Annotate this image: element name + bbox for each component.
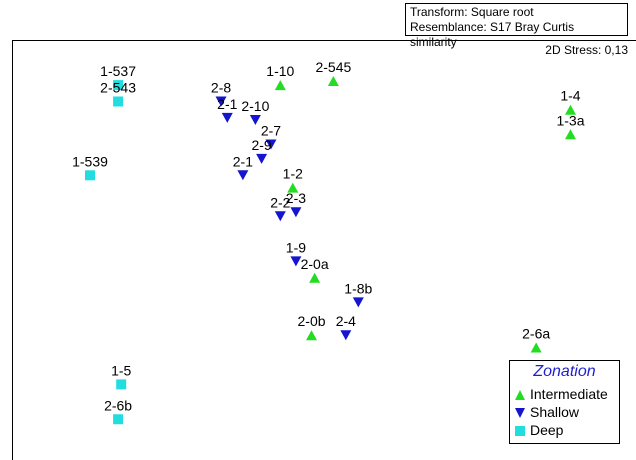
point-marker-triangle-down: [265, 139, 277, 150]
point-marker-square: [85, 170, 95, 181]
square-icon: [515, 426, 525, 437]
point-label: 1-3a: [556, 112, 584, 128]
point-label: 2-6a: [522, 326, 550, 342]
resemblance-text: Resemblance: S17 Bray Curtis similarity: [410, 20, 575, 49]
point-label: 1-537: [100, 63, 136, 79]
point-label: 2-0b: [298, 313, 326, 329]
point-marker-triangle-down: [340, 330, 352, 341]
point-label: 1-4: [560, 88, 580, 104]
point-marker-square: [113, 80, 124, 91]
legend-title: Zonation: [533, 363, 596, 380]
triangle-up-icon: [515, 390, 525, 401]
point-marker-triangle-up: [287, 182, 299, 193]
point-marker-triangle-down: [290, 207, 302, 218]
point-marker-triangle-down: [215, 96, 227, 107]
point-marker-triangle-up: [274, 80, 286, 91]
point-marker-triangle-down: [274, 211, 286, 222]
point-marker-triangle-down: [256, 153, 268, 164]
point-label: 2-4: [336, 313, 356, 329]
point-label: 2-1: [217, 96, 237, 112]
point-label: 2-10: [241, 98, 269, 114]
point-label: 2-543: [100, 80, 136, 96]
legend-label-shallow: Shallow: [530, 404, 580, 420]
point-marker-triangle-up: [530, 342, 542, 353]
triangle-down-icon: [515, 408, 525, 419]
point-marker-triangle-down: [221, 112, 233, 123]
legend-item-shallow: Shallow: [514, 403, 579, 421]
legend-item-deep: Deep: [514, 421, 563, 439]
point-marker-triangle-down: [249, 114, 261, 125]
point-label: 1-9: [286, 239, 306, 255]
point-label: 1-539: [72, 153, 108, 169]
point-marker-square: [116, 379, 127, 390]
point-marker-triangle-up: [306, 330, 318, 341]
point-label: 1-2: [283, 166, 303, 182]
transform-text: Transform: Square root: [410, 5, 534, 19]
point-label: 2-1: [233, 153, 253, 169]
point-label: 2-7: [261, 123, 281, 139]
point-marker-square: [113, 96, 124, 107]
point-marker-triangle-down: [237, 170, 249, 181]
point-label: 2-2: [270, 194, 290, 210]
legend-label-deep: Deep: [530, 422, 564, 438]
legend-label-intermediate: Intermediate: [530, 386, 608, 402]
point-label: 1-8b: [344, 280, 372, 296]
legend-item-intermediate: Intermediate: [514, 385, 608, 403]
plot-frame: [12, 40, 636, 460]
point-marker-triangle-up: [327, 76, 339, 86]
info-box: Transform: Square root Resemblance: S17 …: [405, 3, 628, 49]
point-label: 2-9: [251, 137, 271, 153]
point-label: 2-8: [211, 80, 231, 96]
point-marker-triangle-down: [352, 297, 364, 308]
point-marker-triangle-up: [564, 129, 576, 140]
point-label: 2-6b: [104, 397, 132, 413]
point-marker-triangle-up: [309, 272, 321, 283]
legend: Zonation Intermediate Shallow Deep: [509, 360, 620, 444]
point-label: 2-0a: [301, 256, 329, 272]
point-marker-square: [113, 414, 124, 425]
point-label: 2-3: [286, 190, 306, 206]
point-label: 1-5: [111, 362, 131, 378]
stress-label: 2D Stress: 0,13: [545, 43, 628, 57]
point-label: 1-10: [266, 63, 294, 79]
point-marker-triangle-down: [290, 256, 302, 267]
point-marker-triangle-up: [564, 104, 576, 115]
point-label: 2-545: [315, 59, 351, 75]
